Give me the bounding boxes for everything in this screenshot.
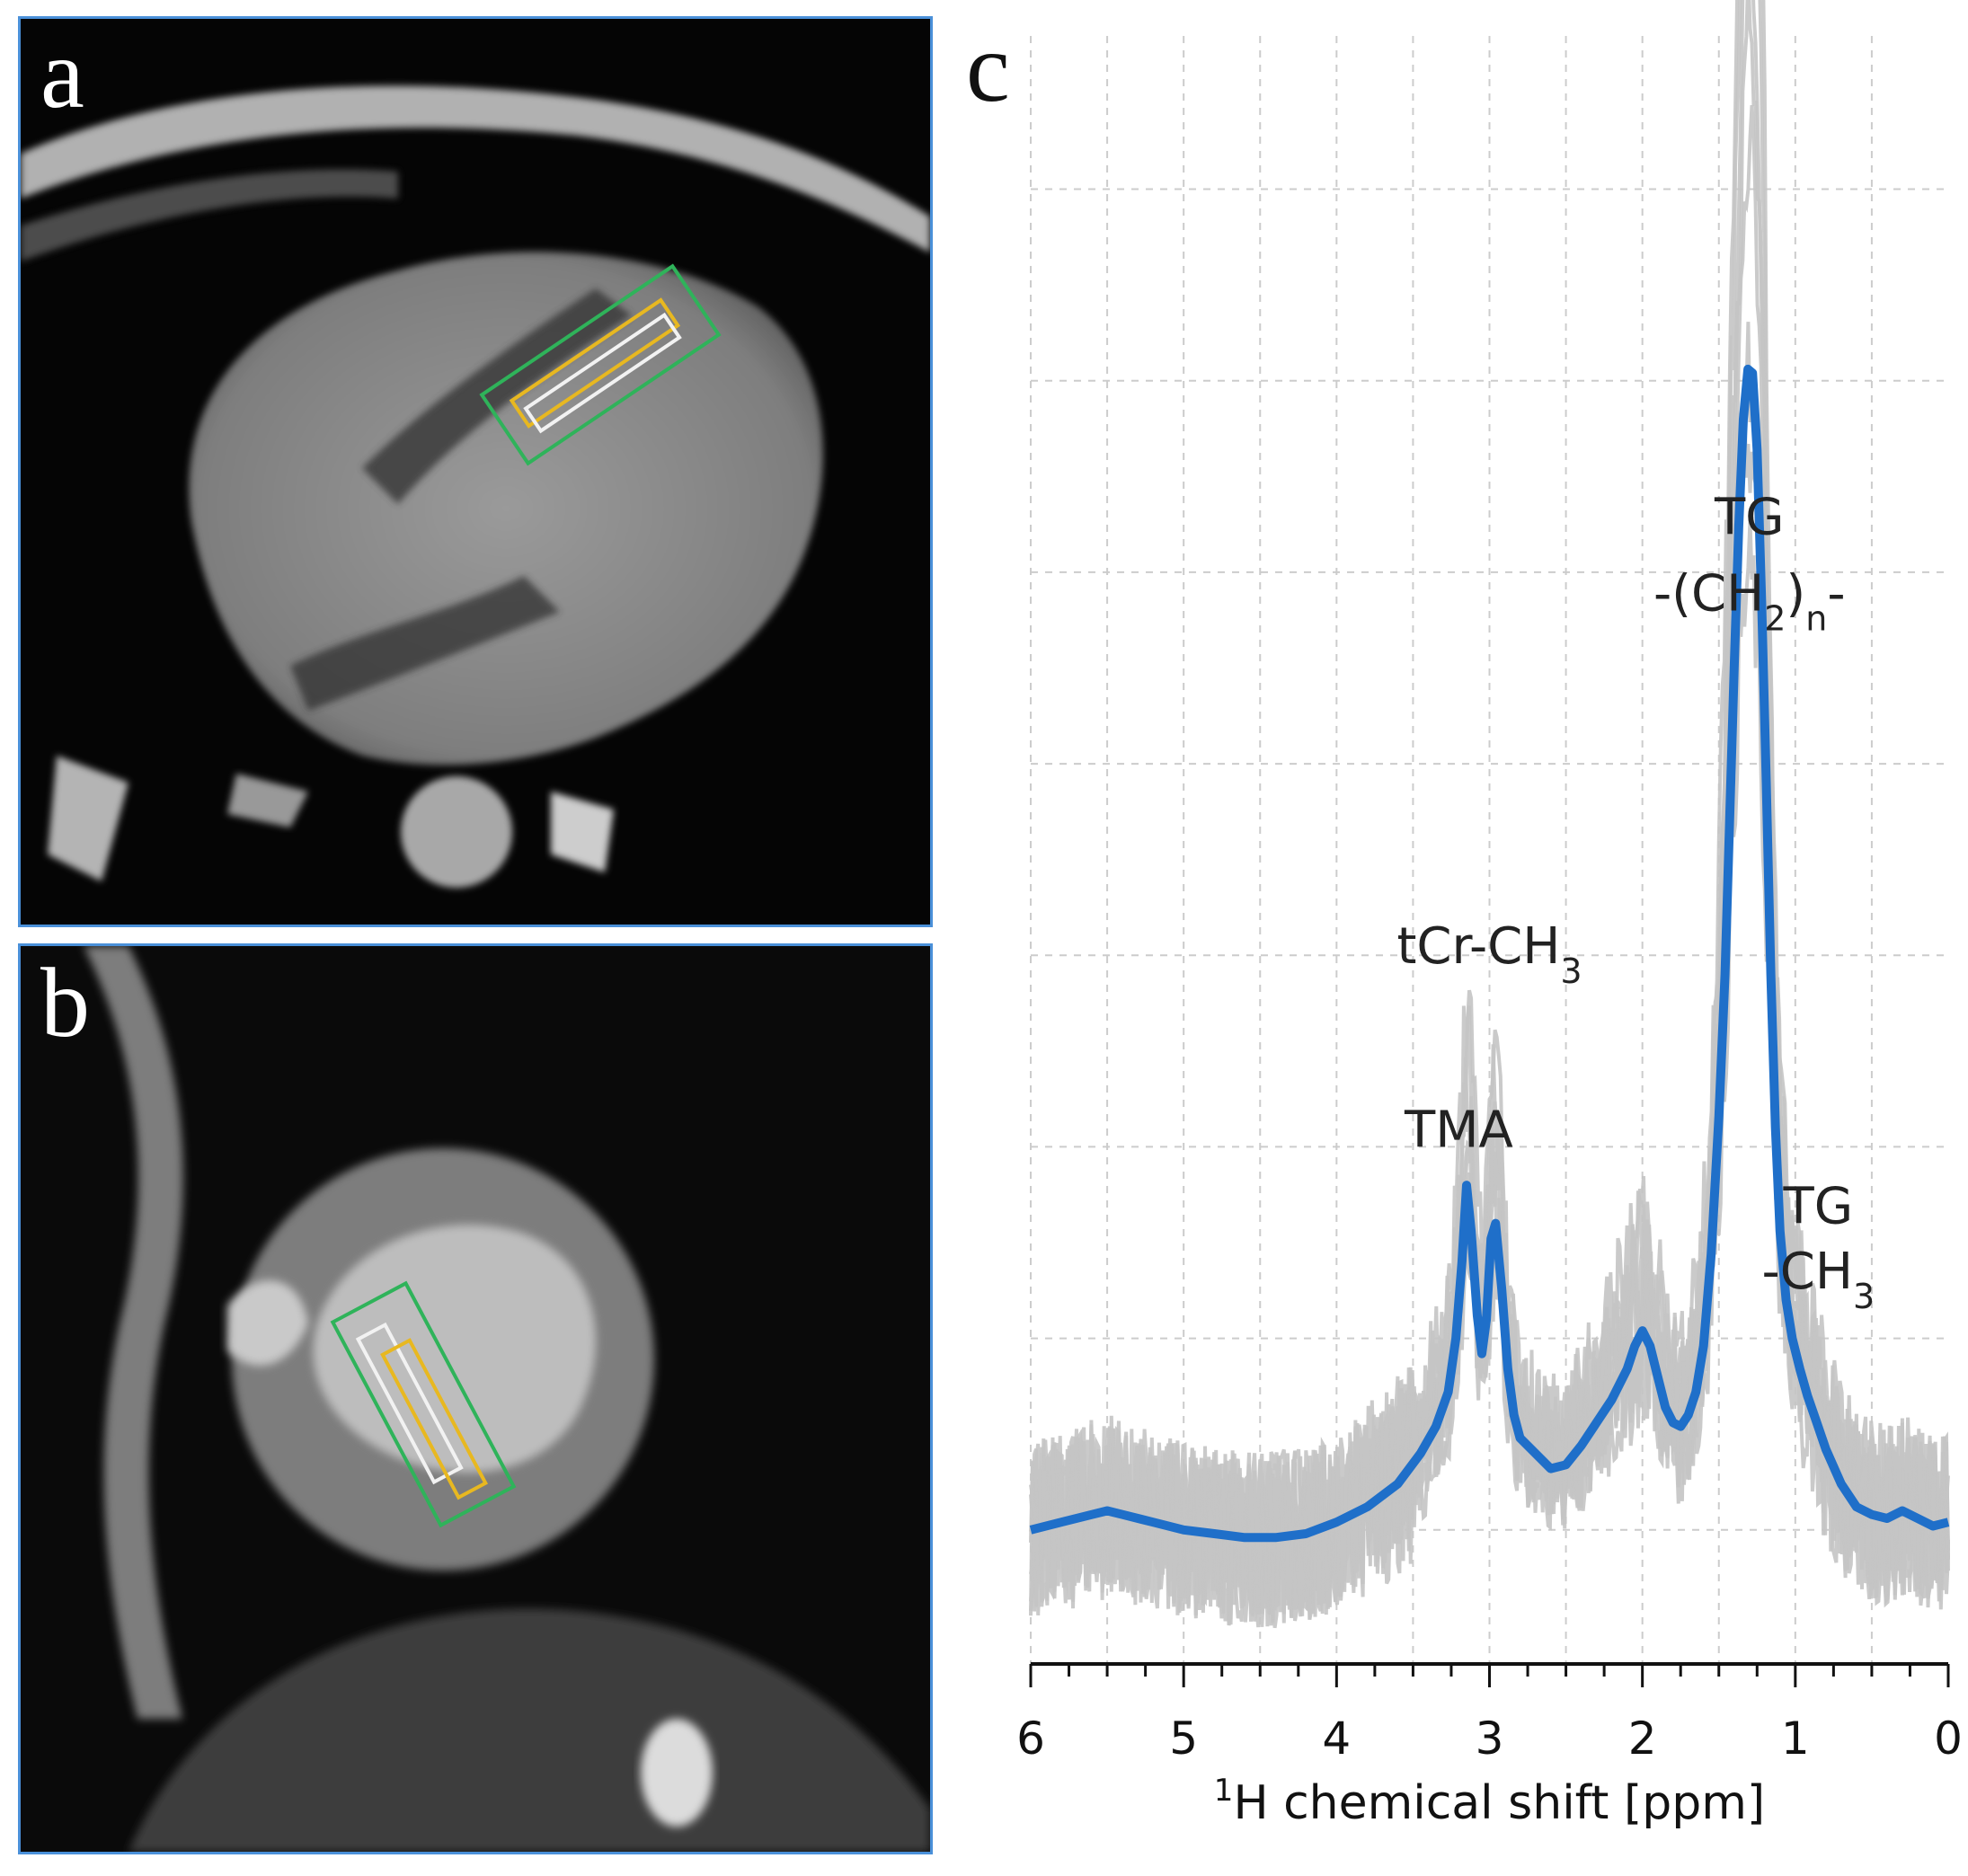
peak-label-subscript: 3 [1853,1277,1875,1316]
x-tick-label: 6 [1016,1712,1045,1765]
peak-label-text: -(CH [1653,565,1764,624]
short-axis-mri-image [21,946,930,1852]
x-tick-label: 1 [1781,1712,1810,1765]
peak-label-tg-ch3-bottom: -CH3 [1762,1243,1875,1316]
peak-label-subscript: n [1805,599,1827,639]
peak-label-text: TMA [1404,1101,1513,1159]
four-chamber-mri-image [21,19,930,925]
x-tick-label: 3 [1476,1712,1504,1765]
peak-label-tma: TMA [1404,1101,1513,1159]
panel-letter-a: a [40,19,84,128]
x-tick-label: 0 [1934,1712,1963,1765]
peak-label-tcr: tCr-CH3 [1396,917,1582,991]
x-axis-label-text: H chemical shift [ppm] [1233,1776,1765,1830]
mean-spectrum [1029,364,1950,1543]
panel-letter-c: c [966,13,1010,122]
x-axis-label-superscript: 1 [1214,1773,1234,1809]
peak-label-text: tCr-CH [1396,917,1560,976]
x-tick-label: 5 [1169,1712,1198,1765]
x-tick-label: 2 [1628,1712,1657,1765]
peak-label-text: TG [1783,1178,1854,1236]
peak-label-text: TG [1714,488,1785,546]
peak-label-subscript: 3 [1560,951,1582,991]
panel-a-four-chamber-image: a [18,16,933,927]
panel-b-short-axis-image: b [18,943,933,1854]
peak-label-tg-ch2-top: TG [1714,488,1785,546]
peak-label-text: -CH [1762,1243,1853,1301]
x-axis: 6 5 4 3 2 1 01H chemical shift [ppm] [1016,1662,1963,1830]
panel-letter-b: b [40,948,90,1057]
peak-label-tg-ch3-top: TG [1783,1178,1854,1236]
peak-label-subscript: 2 [1764,599,1786,639]
peak-label-text: ) [1786,565,1805,624]
peak-label-tg-ch2-bottom: -(CH2)n- [1653,565,1846,639]
x-tick-label: 4 [1322,1712,1351,1765]
mean-spectrum-line [1029,364,1950,1543]
x-axis-label: 1H chemical shift [ppm] [1214,1773,1765,1830]
individual-spectrum-line [1029,0,1950,1626]
peak-label-text: - [1827,565,1845,624]
